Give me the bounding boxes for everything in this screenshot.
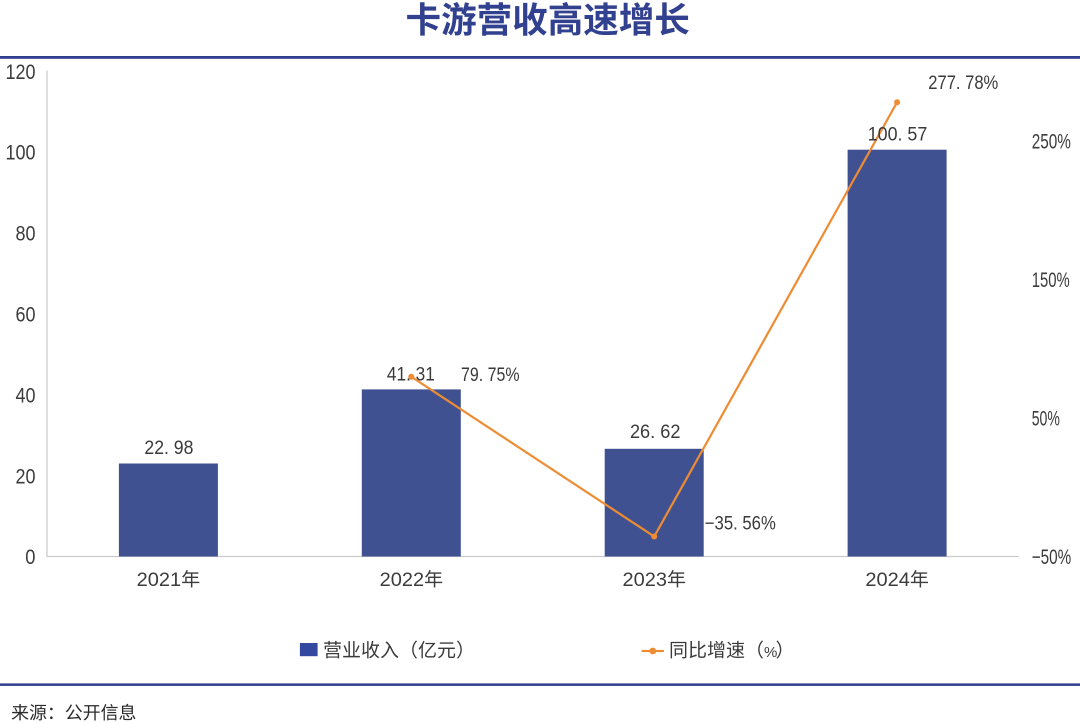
svg-text:2023: 2023: [623, 570, 668, 591]
svg-text:50%: 50%: [1032, 408, 1060, 431]
svg-text:−35. 56%: −35. 56%: [705, 514, 776, 535]
svg-text:60: 60: [16, 304, 36, 327]
svg-text:2022: 2022: [380, 570, 425, 591]
svg-text:80: 80: [16, 223, 36, 246]
svg-text:100: 100: [6, 142, 36, 165]
svg-text:0: 0: [25, 546, 35, 569]
svg-text:250%: 250%: [1032, 130, 1071, 153]
svg-text:26. 62: 26. 62: [630, 422, 681, 443]
svg-text:22. 98: 22. 98: [144, 438, 193, 459]
svg-text:%: %: [764, 644, 777, 661]
svg-text:40: 40: [16, 384, 36, 407]
svg-text:79. 75%: 79. 75%: [461, 365, 520, 386]
svg-text:2021: 2021: [137, 570, 182, 591]
svg-text:150%: 150%: [1032, 269, 1070, 292]
svg-text:2024: 2024: [865, 570, 910, 591]
svg-text:120: 120: [6, 61, 36, 84]
svg-text:20: 20: [16, 465, 36, 488]
svg-text:−50%: −50%: [1032, 546, 1072, 569]
svg-text:41. 31: 41. 31: [387, 364, 435, 385]
svg-text:277. 78%: 277. 78%: [928, 73, 998, 94]
svg-text:100. 57: 100. 57: [868, 124, 928, 145]
